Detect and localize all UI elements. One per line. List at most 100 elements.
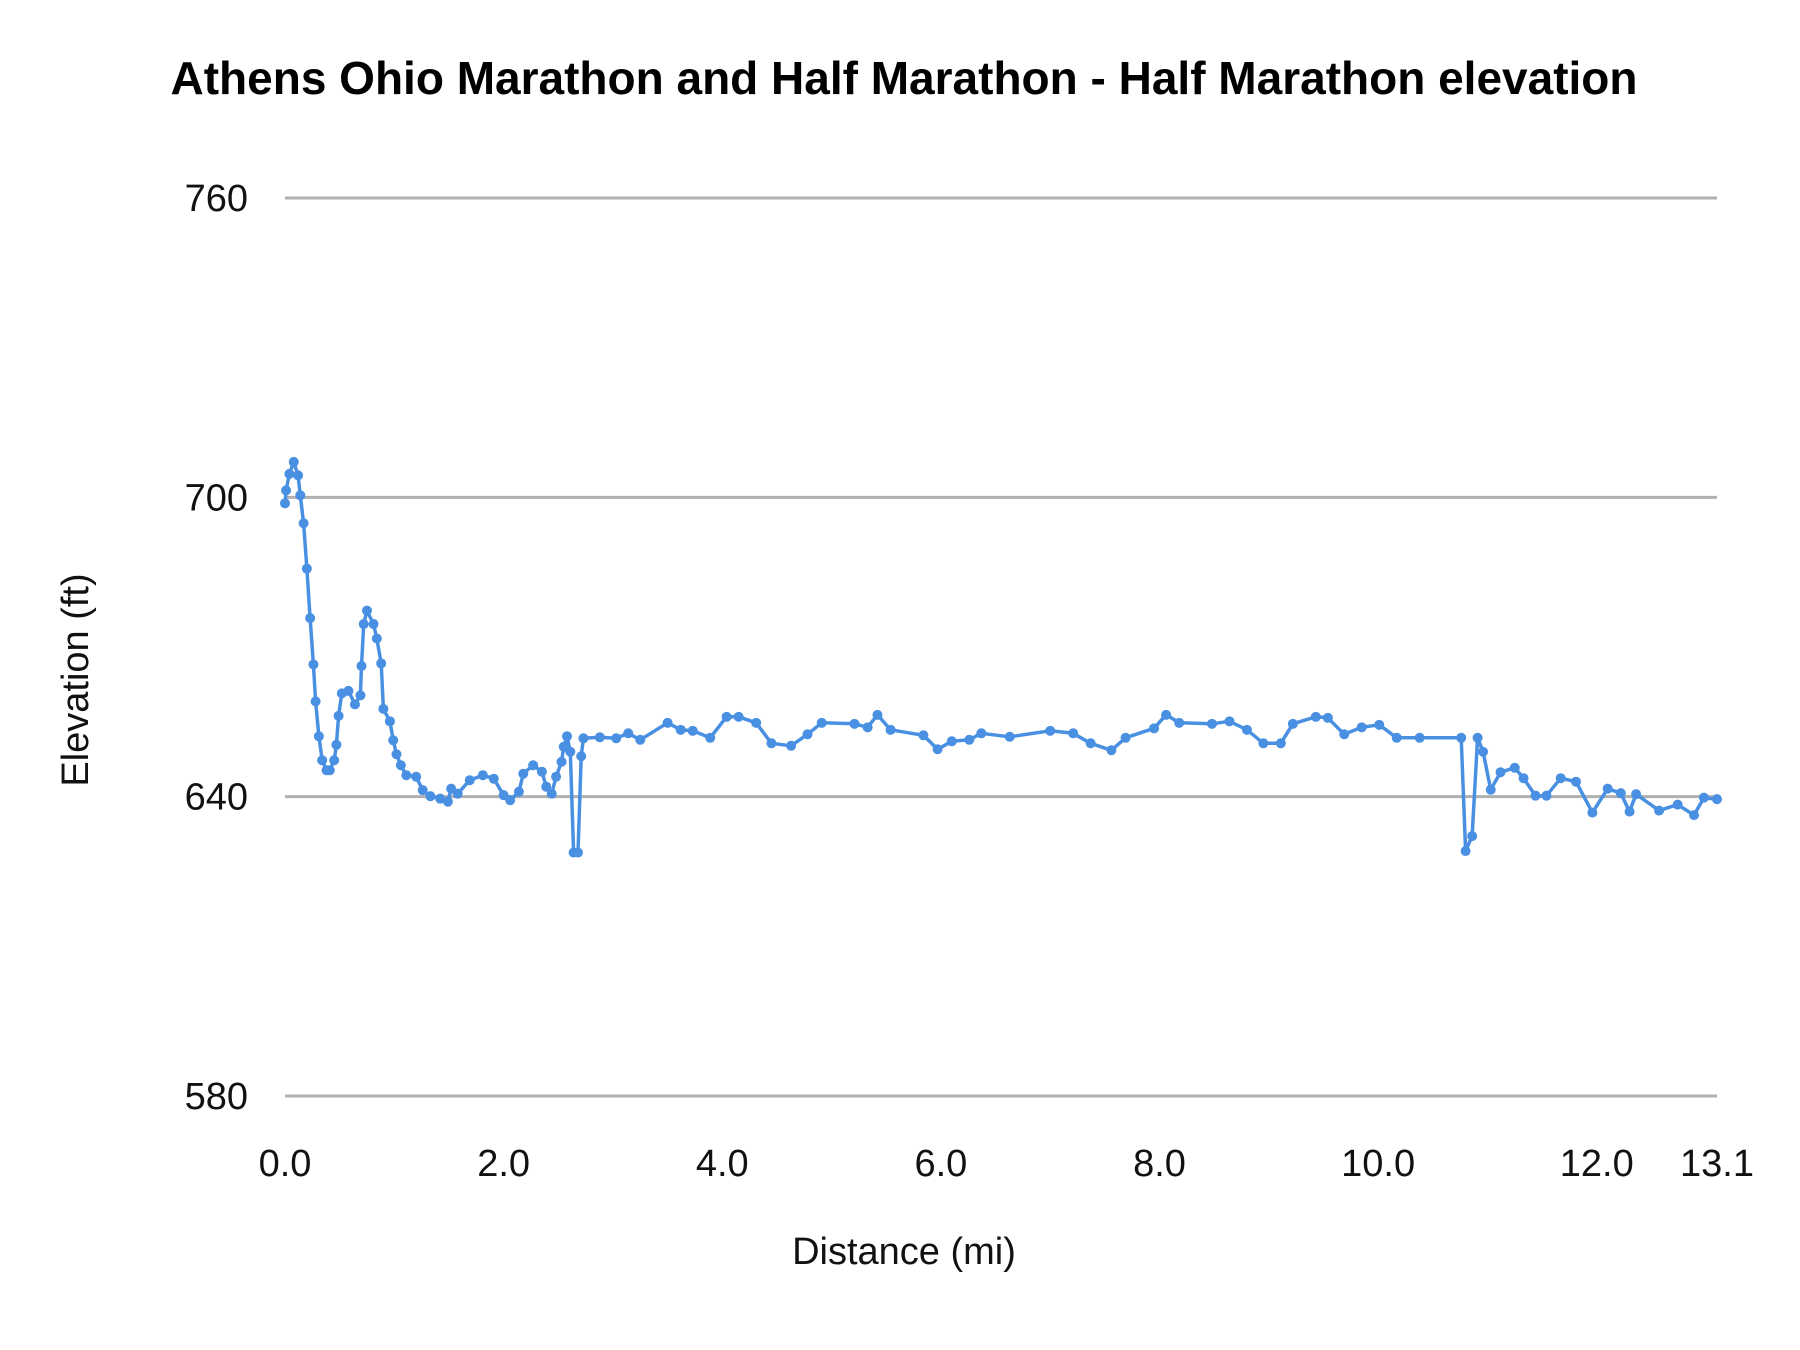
data-point: [288, 456, 299, 467]
data-point: [849, 718, 860, 729]
data-point: [751, 717, 762, 728]
data-point: [1689, 810, 1700, 821]
data-point: [565, 746, 576, 757]
data-point: [331, 739, 342, 750]
data-point: [308, 659, 319, 670]
data-point: [1356, 722, 1367, 733]
data-point: [1587, 807, 1598, 818]
data-point: [705, 732, 716, 743]
data-point: [1310, 711, 1321, 722]
data-point: [477, 770, 488, 781]
data-point: [281, 485, 292, 496]
data-point: [1391, 732, 1402, 743]
data-point: [1287, 718, 1298, 729]
x-axis-ticks: 0.0 2.0 4.0 6.0 8.0 10.0 12.0 13.1: [259, 1143, 1754, 1185]
data-point: [623, 728, 634, 739]
data-point: [611, 733, 622, 744]
y-axis-title: Elevation (ft): [55, 573, 97, 786]
data-point: [1174, 717, 1185, 728]
data-point: [310, 696, 321, 707]
x-tick-label: 13.1: [1680, 1143, 1754, 1185]
data-point: [1509, 762, 1520, 773]
data-point: [371, 633, 382, 644]
data-point: [293, 470, 304, 481]
data-point: [733, 711, 744, 722]
data-point: [1654, 805, 1665, 816]
data-point: [376, 658, 387, 669]
data-point: [576, 751, 587, 762]
data-point: [1322, 712, 1333, 723]
data-point: [452, 788, 463, 799]
data-point: [1698, 792, 1709, 803]
data-point: [378, 703, 389, 714]
x-axis-title: Distance (mi): [792, 1231, 1016, 1273]
data-point: [1631, 789, 1642, 800]
data-point: [1672, 799, 1683, 810]
data-point: [305, 613, 316, 624]
data-point: [435, 793, 446, 804]
data-point: [1149, 723, 1160, 734]
data-point: [1555, 773, 1566, 784]
data-point: [1495, 767, 1506, 778]
data-point: [1120, 732, 1131, 743]
data-point: [1472, 732, 1483, 743]
x-tick-label: 2.0: [477, 1143, 530, 1185]
data-point: [518, 768, 529, 779]
data-point: [594, 732, 605, 743]
data-point: [1467, 831, 1478, 842]
data-point: [766, 738, 777, 749]
data-point: [317, 755, 328, 766]
data-point: [1224, 716, 1235, 727]
data-point: [384, 716, 395, 727]
data-point: [572, 847, 583, 858]
data-point: [687, 725, 698, 736]
data-point: [562, 731, 573, 742]
data-point: [464, 775, 475, 786]
data-point: [918, 730, 929, 741]
data-point: [1161, 709, 1172, 720]
y-tick-label: 640: [185, 777, 248, 819]
gridlines: [285, 196, 1717, 1098]
data-point: [1570, 776, 1581, 787]
data-point: [401, 770, 412, 781]
elevation-series: [280, 456, 1722, 858]
data-point: [872, 709, 883, 720]
data-point: [1241, 724, 1252, 735]
data-point: [368, 619, 379, 630]
data-point: [1615, 788, 1626, 799]
data-point: [333, 710, 344, 721]
data-point: [411, 771, 422, 782]
data-point: [1258, 738, 1269, 749]
series-line: [283, 460, 1718, 855]
x-tick-label: 0.0: [259, 1143, 312, 1185]
data-point: [1275, 738, 1286, 749]
data-point: [932, 744, 943, 755]
data-point: [946, 736, 957, 747]
data-point: [356, 660, 367, 671]
data-point: [546, 788, 557, 799]
data-point: [536, 766, 547, 777]
data-point: [1339, 729, 1350, 740]
data-point: [1485, 784, 1496, 795]
chart-title: Athens Ohio Marathon and Half Marathon -…: [171, 52, 1638, 104]
data-point: [301, 563, 312, 574]
data-point: [349, 699, 360, 710]
y-tick-label: 580: [185, 1076, 248, 1118]
y-axis-ticks: 760 700 640 580: [185, 178, 248, 1118]
data-point: [505, 795, 516, 806]
data-point: [1106, 745, 1117, 756]
x-tick-label: 4.0: [696, 1143, 749, 1185]
data-point: [1004, 731, 1015, 742]
data-point: [1478, 746, 1489, 757]
x-tick-label: 10.0: [1341, 1143, 1415, 1185]
data-point: [964, 734, 975, 745]
data-point: [388, 735, 399, 746]
data-point: [1460, 846, 1471, 857]
data-point: [578, 733, 589, 744]
x-tick-label: 12.0: [1560, 1143, 1634, 1185]
data-point: [284, 468, 295, 479]
x-tick-label: 8.0: [1133, 1143, 1186, 1185]
data-point: [488, 773, 499, 784]
data-point: [1541, 790, 1552, 801]
